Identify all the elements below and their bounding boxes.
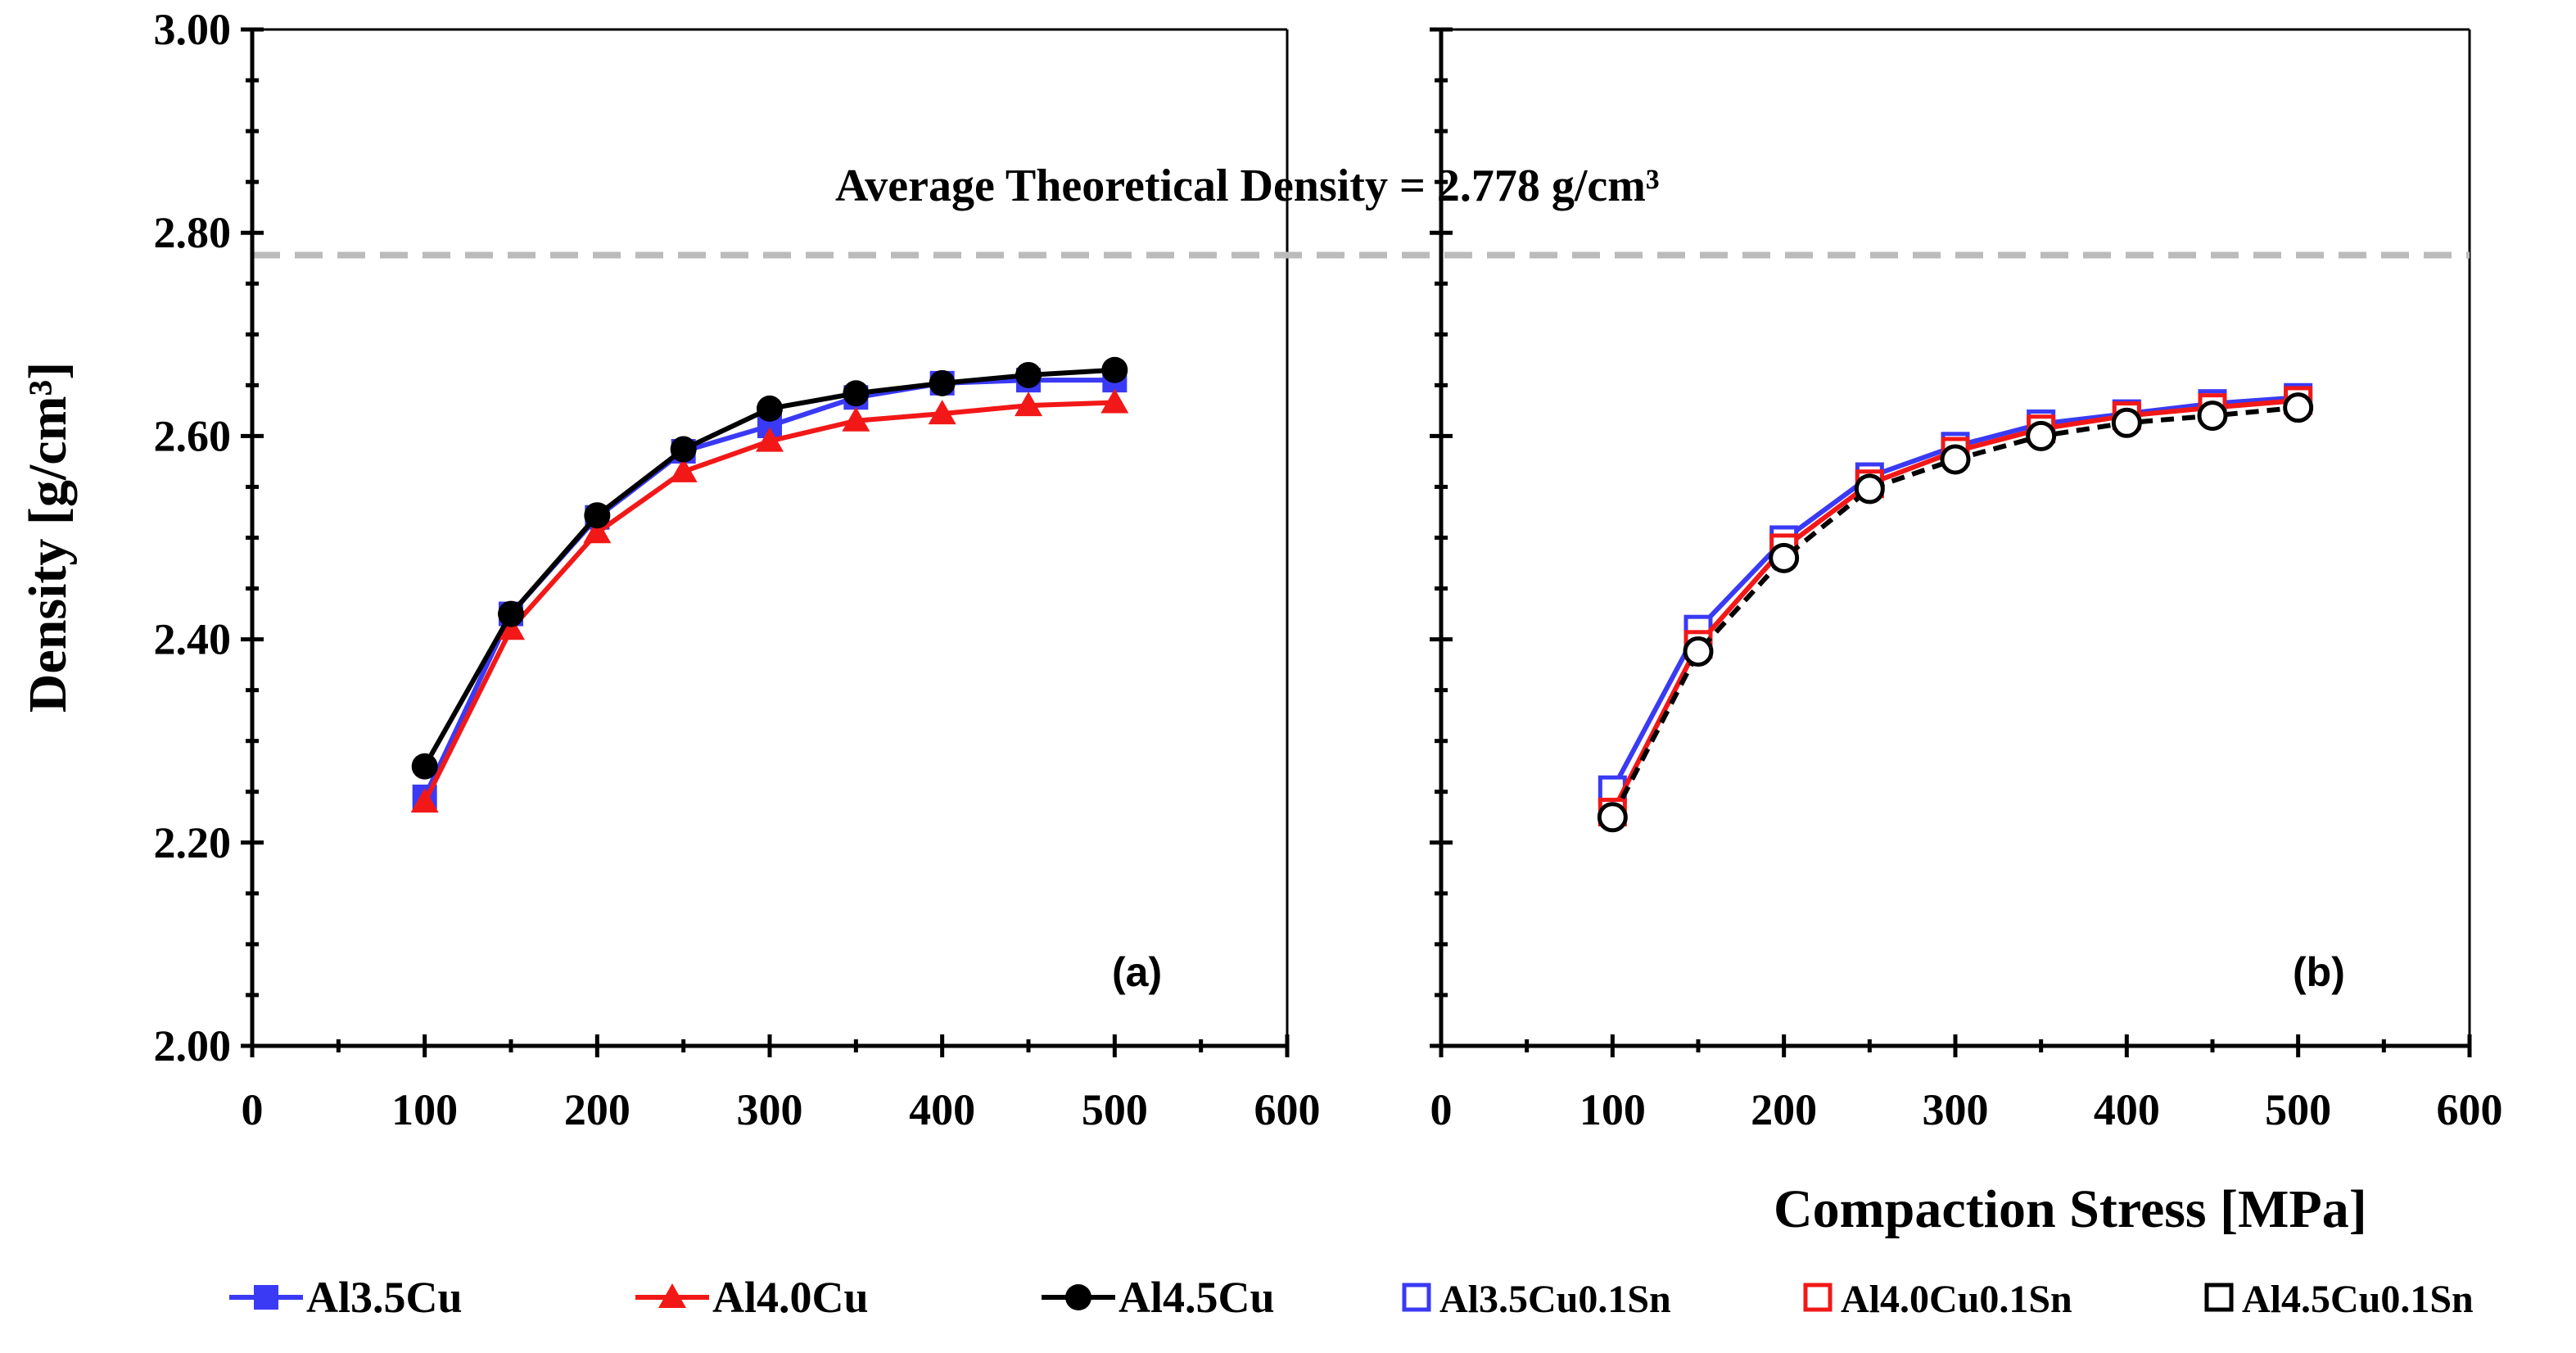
panel-0-x-tick-label: 0 [242,1085,264,1134]
panel-1-x-tick-label: 300 [1923,1085,1989,1134]
y-axis-title: Density [g/cm³] [18,362,78,713]
legend-item-al4-0cu0-1sn: Al4.0Cu0.1Sn [1803,1278,2072,1321]
point-al4-0cu [1015,391,1042,417]
legend-label: Al3.5Cu [306,1273,463,1322]
legend-item-al4-5cu: Al4.5Cu [1042,1273,1275,1322]
point-al4-0cu [1100,388,1129,414]
legend-item-al4-5cu0-1sn: Al4.5Cu0.1Sn [2204,1278,2474,1321]
point-al4-5cu [929,369,956,396]
point-al4-0cu [928,400,956,425]
line-al4-0cu [422,400,1115,803]
plot-frames [252,28,2471,1046]
panel-0-x-tick-label: 400 [909,1085,975,1134]
point-al4-5cu0-1sn [1597,802,1628,833]
point-al4-5cu [757,395,783,422]
panel-1-x-tick-label: 0 [1430,1085,1453,1134]
legend-item-al4-0cu: Al4.0Cu [635,1273,869,1322]
panel-1-x-tick-label: 600 [2437,1085,2503,1134]
theoretical-density-label: Average Theoretical Density = 2.778 g/cm… [835,161,1660,211]
panel-0-x-tick-label: 100 [391,1085,458,1134]
point-al4-5cu [498,600,524,627]
point-al4-0cu [842,406,870,432]
point-al4-0cu [497,615,525,640]
point-al4-0cu [669,457,698,482]
y-tick-label: 2.00 [154,1021,232,1070]
legend-label: Al3.5Cu0.1Sn [1439,1278,1671,1321]
legend-label: Al4.5Cu [1119,1273,1275,1322]
legend-marker [2204,1283,2234,1312]
point-al4-5cu [670,436,697,463]
legend-item-al3-5cu: Al3.5Cu [229,1273,463,1322]
panel-1-x-tick-label: 200 [1751,1085,1817,1134]
point-al4-5cu0-1sn [1683,636,1714,667]
legend-marker [1803,1283,1833,1312]
series-al4-5cu0-1sn [1597,392,2314,833]
point-al4-5cu0-1sn [1854,473,1885,505]
panel-0-x-tick-label: 600 [1254,1085,1321,1134]
y-tick-label: 2.80 [154,208,232,257]
legend-marker [658,1283,686,1308]
panel-0-x-tick-label: 500 [1082,1085,1148,1134]
point-al4-5cu0-1sn [2026,420,2057,451]
panel-1-x-tick-label: 400 [2094,1085,2160,1134]
legend-item-al3-5cu0-1sn: Al3.5Cu0.1Sn [1402,1278,1671,1321]
point-al4-5cu [1015,361,1042,388]
panel-b-label: (b) [2293,949,2345,995]
panel-a-label: (a) [1112,949,1162,995]
series-al4-0cu [410,388,1129,813]
y-tick-label: 2.40 [154,615,232,664]
point-al4-5cu0-1sn [2283,392,2314,423]
y-tick-label: 3.00 [154,5,232,54]
panel-1-x-tick-label: 100 [1579,1085,1646,1134]
point-al4-5cu [584,502,611,529]
legend-label: Al4.5Cu0.1Sn [2242,1278,2474,1321]
legend-marker [1402,1283,1431,1312]
point-al4-5cu [411,753,438,780]
point-al4-5cu0-1sn [1769,542,1800,573]
point-al4-0cu [410,788,439,813]
point-al4-0cu [756,427,784,452]
legend-marker [254,1285,278,1310]
panel-0-x-tick-label: 200 [564,1085,630,1134]
series-al4-5cu [411,356,1128,780]
point-al4-5cu0-1sn [1940,444,1971,475]
point-al4-5cu0-1sn [2111,407,2142,438]
panel-0-x-tick-label: 300 [737,1085,803,1134]
legend-label: Al4.0Cu [712,1273,869,1322]
y-tick-label: 2.20 [154,818,232,867]
legend-label: Al4.0Cu0.1Sn [1841,1278,2072,1321]
legend-marker [1065,1284,1091,1310]
y-tick-label: 2.60 [154,411,232,460]
point-al4-5cu [843,380,870,407]
point-al4-0cu [583,518,612,544]
point-al4-5cu [1101,356,1128,383]
x-axis-title: Compaction Stress [MPa] [1774,1179,2367,1239]
panel-1-x-tick-label: 500 [2265,1085,2331,1134]
point-al4-5cu0-1sn [2197,400,2228,432]
